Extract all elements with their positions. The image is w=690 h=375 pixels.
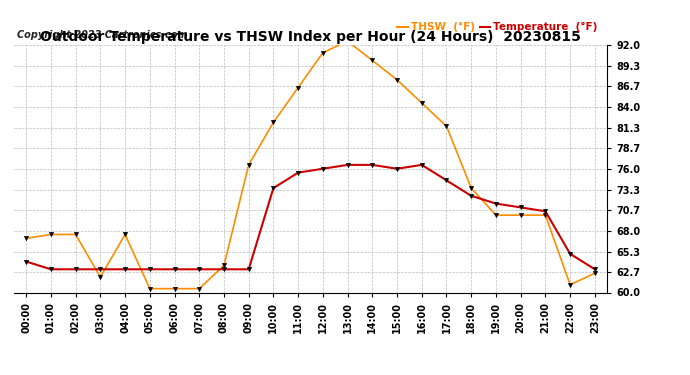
- THSW  (°F): [492, 213, 500, 217]
- Temperature  (°F): [96, 267, 104, 272]
- THSW  (°F): [220, 263, 228, 268]
- THSW  (°F): [467, 186, 475, 190]
- Title: Outdoor Temperature vs THSW Index per Hour (24 Hours)  20230815: Outdoor Temperature vs THSW Index per Ho…: [40, 30, 581, 44]
- Temperature  (°F): [417, 163, 426, 167]
- Temperature  (°F): [541, 209, 549, 213]
- Temperature  (°F): [294, 170, 302, 175]
- Temperature  (°F): [220, 267, 228, 272]
- Temperature  (°F): [72, 267, 80, 272]
- THSW  (°F): [72, 232, 80, 237]
- THSW  (°F): [96, 275, 104, 279]
- Line: THSW  (°F): THSW (°F): [24, 39, 597, 291]
- Temperature  (°F): [517, 205, 525, 210]
- THSW  (°F): [393, 78, 401, 82]
- Text: Copyright 2023 Cartronics.com: Copyright 2023 Cartronics.com: [17, 30, 188, 40]
- THSW  (°F): [319, 51, 327, 55]
- Temperature  (°F): [244, 267, 253, 272]
- Temperature  (°F): [566, 252, 574, 256]
- Legend: THSW  (°F), Temperature  (°F): THSW (°F), Temperature (°F): [393, 18, 602, 36]
- THSW  (°F): [22, 236, 30, 241]
- Temperature  (°F): [170, 267, 179, 272]
- THSW  (°F): [269, 120, 277, 124]
- THSW  (°F): [517, 213, 525, 217]
- THSW  (°F): [541, 213, 549, 217]
- THSW  (°F): [294, 85, 302, 90]
- Temperature  (°F): [368, 163, 377, 167]
- THSW  (°F): [344, 39, 352, 44]
- Temperature  (°F): [195, 267, 204, 272]
- THSW  (°F): [566, 282, 574, 287]
- THSW  (°F): [368, 58, 377, 63]
- THSW  (°F): [591, 271, 599, 275]
- Temperature  (°F): [47, 267, 55, 272]
- THSW  (°F): [121, 232, 129, 237]
- THSW  (°F): [244, 163, 253, 167]
- THSW  (°F): [442, 124, 451, 129]
- Temperature  (°F): [22, 260, 30, 264]
- Temperature  (°F): [344, 163, 352, 167]
- Temperature  (°F): [269, 186, 277, 190]
- Temperature  (°F): [146, 267, 154, 272]
- Temperature  (°F): [591, 267, 599, 272]
- THSW  (°F): [47, 232, 55, 237]
- Line: Temperature  (°F): Temperature (°F): [24, 163, 597, 272]
- THSW  (°F): [417, 101, 426, 105]
- Temperature  (°F): [467, 194, 475, 198]
- THSW  (°F): [195, 286, 204, 291]
- Temperature  (°F): [319, 166, 327, 171]
- THSW  (°F): [146, 286, 154, 291]
- THSW  (°F): [170, 286, 179, 291]
- Temperature  (°F): [121, 267, 129, 272]
- Temperature  (°F): [393, 166, 401, 171]
- Temperature  (°F): [492, 201, 500, 206]
- Temperature  (°F): [442, 178, 451, 183]
